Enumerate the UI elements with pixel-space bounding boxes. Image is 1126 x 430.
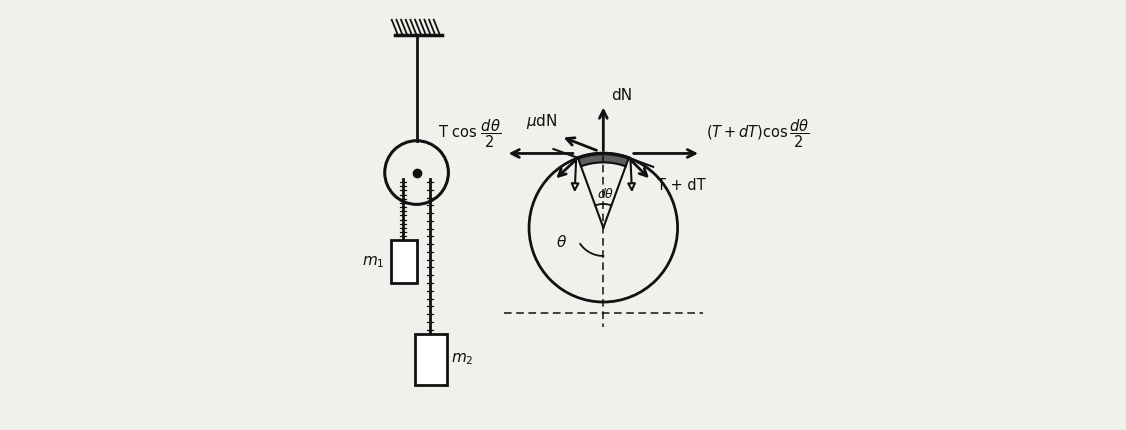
Polygon shape <box>578 154 628 166</box>
Bar <box>391 240 417 283</box>
Bar <box>415 334 447 385</box>
Text: $m_1$: $m_1$ <box>363 254 385 270</box>
Text: $\mu$dN: $\mu$dN <box>526 112 557 132</box>
Text: $(T + dT)\cos\dfrac{d\theta}{2}$: $(T + dT)\cos\dfrac{d\theta}{2}$ <box>706 117 810 150</box>
Text: T cos $\dfrac{d\theta}{2}$: T cos $\dfrac{d\theta}{2}$ <box>438 117 501 150</box>
Text: T + dT: T + dT <box>658 178 706 193</box>
Text: $d\theta$: $d\theta$ <box>597 187 614 200</box>
Text: $m_2$: $m_2$ <box>452 351 474 367</box>
Text: dN: dN <box>611 88 632 102</box>
Text: $\theta$: $\theta$ <box>555 234 566 250</box>
